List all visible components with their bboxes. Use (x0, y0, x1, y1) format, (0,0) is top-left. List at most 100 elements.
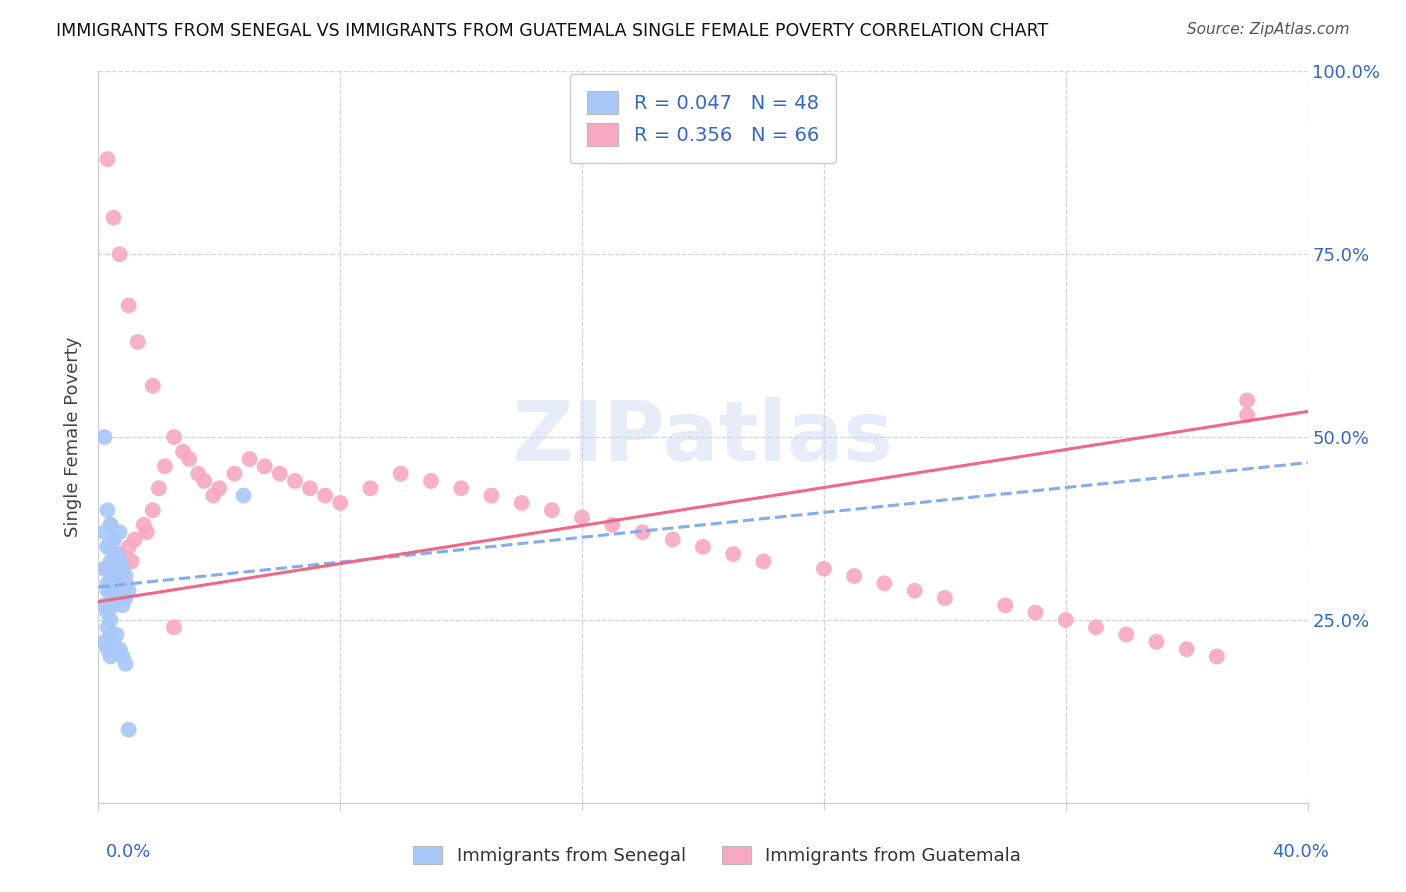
Y-axis label: Single Female Poverty: Single Female Poverty (65, 337, 83, 537)
Point (121, 554, 143, 568)
Point (1236, 408, 1258, 422)
Point (135, 525, 157, 540)
Point (1206, 649, 1229, 664)
Point (602, 517, 624, 532)
Point (103, 569, 125, 583)
Point (103, 211, 125, 225)
Point (114, 591, 136, 605)
Point (93, 430, 115, 444)
Point (153, 459, 176, 474)
Point (299, 481, 322, 495)
Point (253, 459, 276, 474)
Point (723, 547, 745, 561)
Point (108, 642, 131, 657)
Point (118, 298, 141, 312)
Point (111, 599, 134, 613)
Point (148, 481, 170, 495)
Point (420, 474, 443, 488)
Point (93, 635, 115, 649)
Text: ZIPatlas: ZIPatlas (513, 397, 893, 477)
Text: 0.0%: 0.0% (105, 843, 150, 861)
Point (1024, 606, 1046, 620)
Point (96, 540, 118, 554)
Point (1144, 635, 1167, 649)
Point (269, 467, 291, 481)
Point (100, 583, 122, 598)
Point (187, 467, 209, 481)
Point (450, 481, 472, 495)
Point (96, 642, 118, 657)
Point (100, 649, 122, 664)
Point (114, 576, 136, 591)
Point (105, 569, 128, 583)
Point (314, 489, 336, 503)
Point (752, 554, 775, 568)
Point (873, 576, 896, 591)
Point (100, 627, 122, 641)
Text: 40.0%: 40.0% (1272, 843, 1329, 861)
Legend: Immigrants from Senegal, Immigrants from Guatemala: Immigrants from Senegal, Immigrants from… (404, 837, 1031, 874)
Point (96, 152, 118, 166)
Point (108, 547, 131, 561)
Point (114, 569, 136, 583)
Point (631, 525, 654, 540)
Point (103, 599, 125, 613)
Point (1085, 620, 1108, 634)
Point (118, 583, 141, 598)
Point (1054, 613, 1077, 627)
Point (96, 562, 118, 576)
Point (103, 635, 125, 649)
Point (934, 591, 956, 605)
Point (994, 599, 1017, 613)
Point (142, 379, 165, 393)
Point (118, 540, 141, 554)
Point (105, 547, 128, 561)
Point (103, 554, 125, 568)
Point (127, 334, 149, 349)
Point (232, 489, 254, 503)
Legend: R = 0.047   N = 48, R = 0.356   N = 66: R = 0.047 N = 48, R = 0.356 N = 66 (569, 74, 837, 163)
Point (105, 627, 128, 641)
Point (360, 481, 382, 495)
Point (103, 533, 125, 547)
Point (661, 533, 683, 547)
Point (103, 562, 125, 576)
Point (108, 591, 131, 605)
Point (103, 569, 125, 583)
Text: Source: ZipAtlas.com: Source: ZipAtlas.com (1187, 22, 1350, 37)
Point (239, 452, 262, 467)
Point (100, 517, 122, 532)
Point (111, 562, 134, 576)
Point (813, 562, 835, 576)
Point (100, 576, 122, 591)
Point (105, 547, 128, 561)
Point (93, 525, 115, 540)
Point (108, 554, 131, 568)
Point (163, 620, 186, 634)
Point (208, 481, 231, 495)
Point (193, 474, 215, 488)
Point (96, 606, 118, 620)
Point (93, 562, 115, 576)
Point (100, 613, 122, 627)
Point (1175, 642, 1198, 657)
Point (510, 496, 533, 510)
Point (481, 489, 503, 503)
Point (329, 496, 352, 510)
Point (571, 510, 593, 524)
Point (692, 540, 714, 554)
Point (100, 576, 122, 591)
Point (389, 467, 412, 481)
Point (844, 569, 866, 583)
Point (118, 723, 141, 737)
Point (179, 452, 201, 467)
Point (93, 599, 115, 613)
Point (284, 474, 307, 488)
Point (105, 569, 128, 583)
Point (100, 554, 122, 568)
Point (142, 503, 165, 517)
Point (105, 576, 128, 591)
Point (124, 533, 146, 547)
Point (904, 583, 927, 598)
Point (108, 525, 131, 540)
